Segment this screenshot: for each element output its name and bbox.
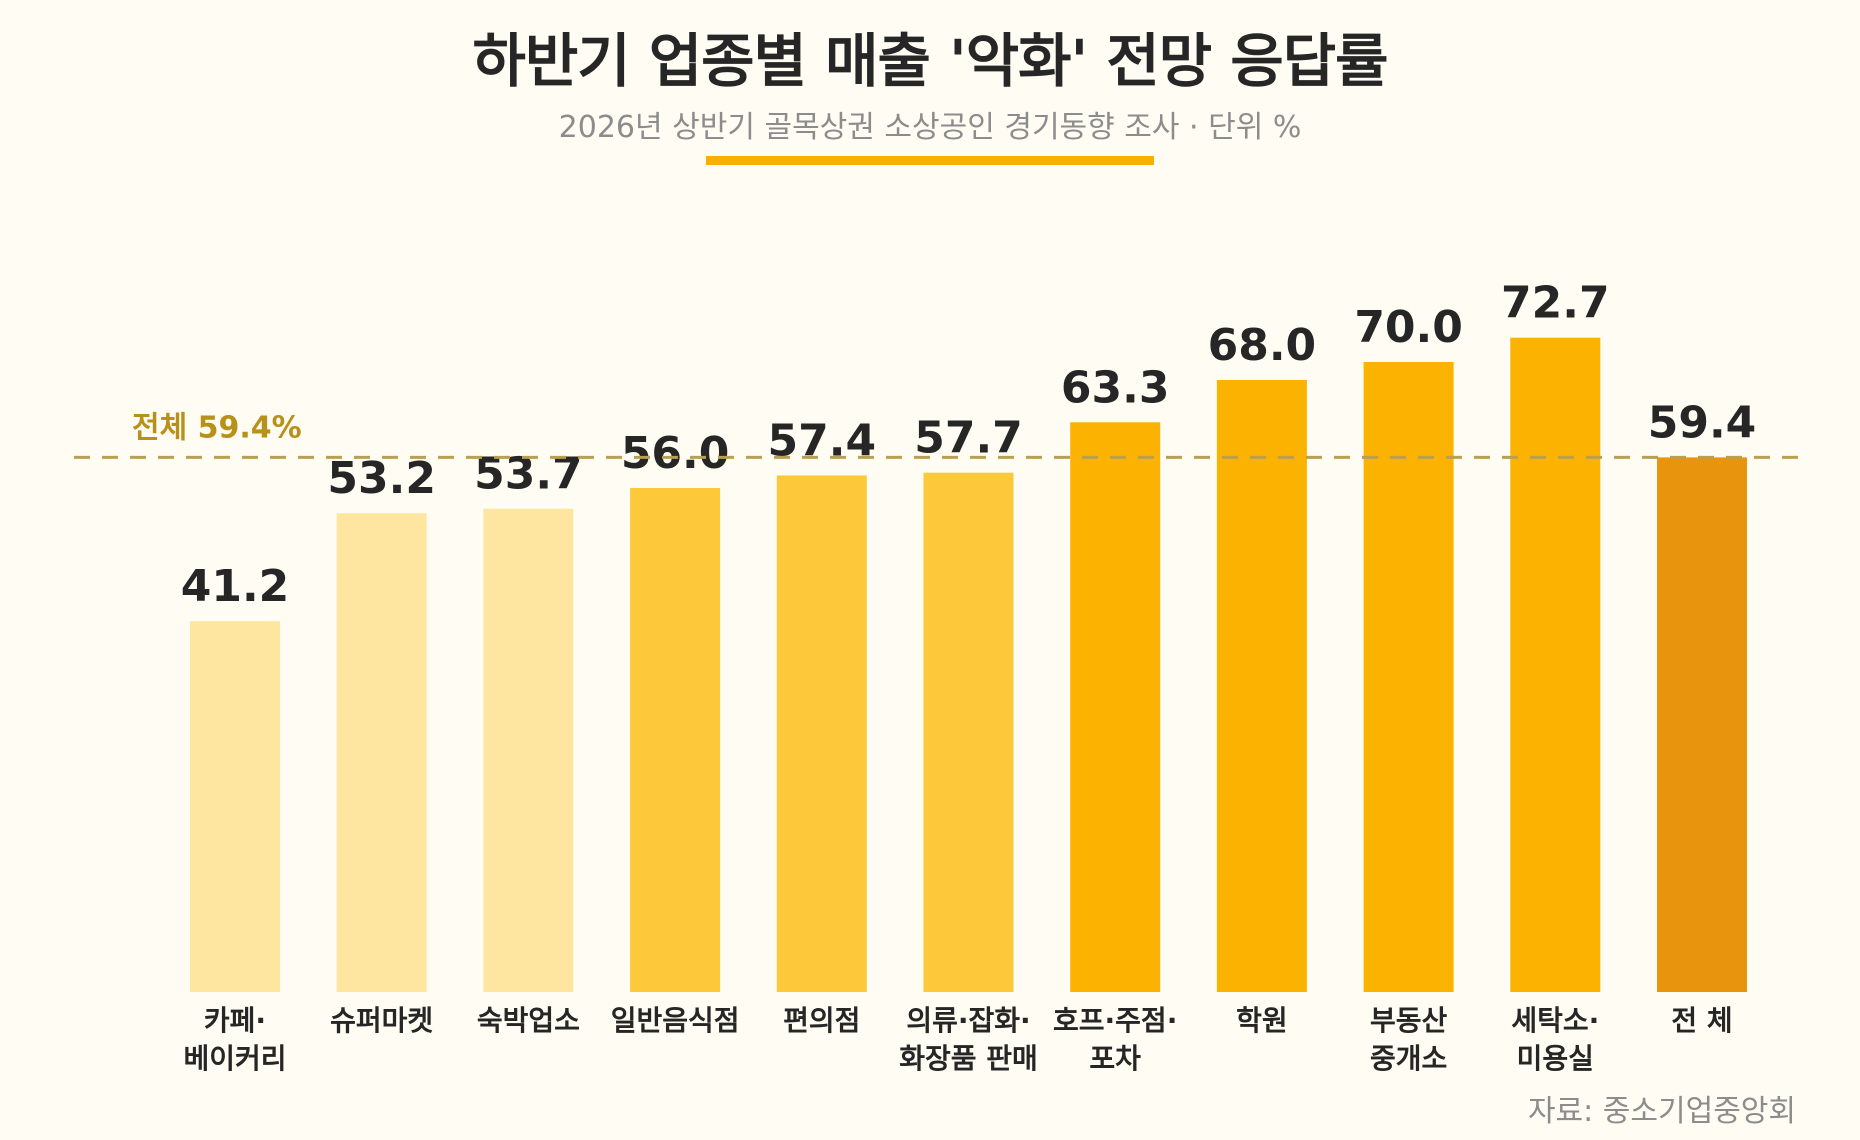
chart-title: 하반기 업종별 매출 '악화' 전망 응답률	[472, 27, 1389, 95]
value-label: 59.4	[1648, 397, 1757, 448]
bar	[1657, 457, 1747, 992]
value-label: 41.2	[181, 561, 290, 612]
source-note: 자료: 중소기업중앙회	[1527, 1094, 1796, 1129]
reference-line-label: 전체 59.4%	[132, 410, 302, 445]
value-label: 53.2	[327, 453, 436, 504]
value-label: 56.0	[621, 428, 730, 479]
bar	[1363, 362, 1454, 992]
category-label: 슈퍼마켓	[330, 1004, 434, 1037]
bar	[776, 475, 867, 992]
value-label: 72.7	[1501, 278, 1610, 329]
chart-subtitle: 2026년 상반기 골목상권 소상공인 경기동향 조사 · 단위 %	[558, 110, 1302, 145]
bar	[1070, 422, 1161, 992]
bar	[1510, 337, 1601, 992]
bar	[923, 472, 1014, 992]
bar	[483, 508, 574, 992]
value-label: 70.0	[1354, 302, 1463, 353]
value-label: 63.3	[1061, 362, 1170, 413]
bar	[1216, 380, 1307, 992]
value-label: 57.7	[914, 413, 1023, 464]
category-label: 편의점	[783, 1004, 861, 1037]
category-label: 일반음식점	[610, 1004, 740, 1037]
category-label: 카페· 베이커리	[183, 1004, 287, 1075]
title-underline	[706, 156, 1154, 165]
category-label: 숙박업소	[476, 1004, 580, 1037]
category-label: 학원	[1236, 1004, 1288, 1037]
value-label: 68.0	[1208, 320, 1317, 371]
bar	[336, 513, 427, 992]
category-label: 의류·잡화· 화장품 판매	[899, 1004, 1038, 1075]
category-label: 부동산 중개소	[1369, 1004, 1448, 1075]
category-label: 세탁소· 미용실	[1511, 1004, 1600, 1075]
bar	[190, 621, 280, 992]
category-label: 전 체	[1671, 1004, 1733, 1037]
bar	[630, 488, 721, 992]
category-label: 호프·주점· 포차	[1053, 1004, 1178, 1075]
